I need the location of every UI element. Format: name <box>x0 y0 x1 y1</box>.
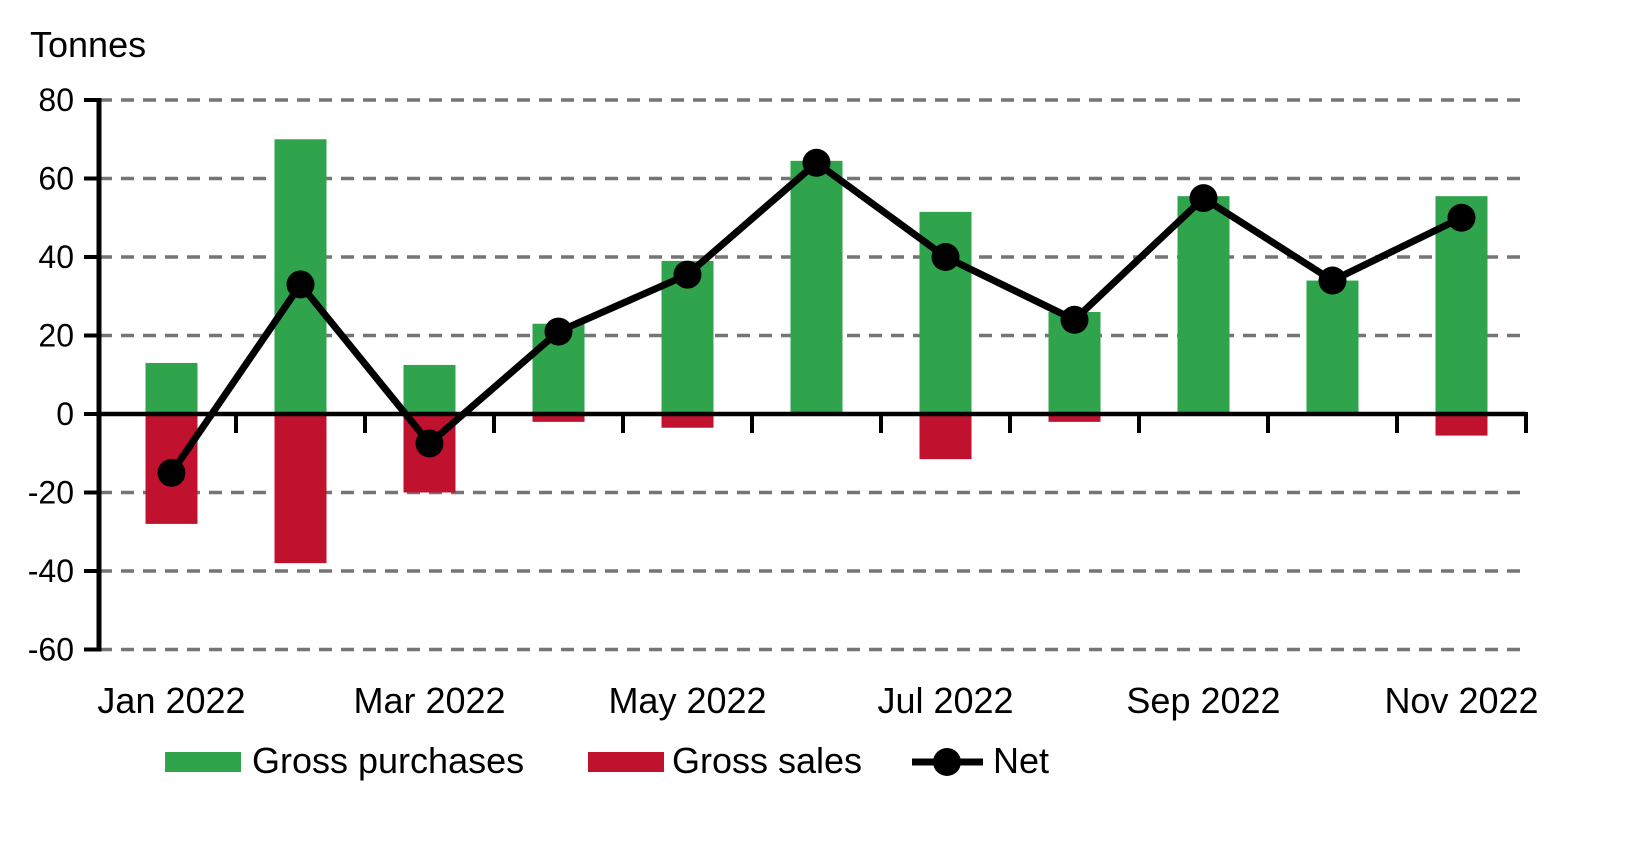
legend-item-gross-sales: Gross sales <box>588 740 862 781</box>
x-tick-label-Sep-2022: Sep 2022 <box>1126 680 1280 721</box>
bar-gross-purchases-Jun-2022 <box>790 160 843 414</box>
x-tick-label-May-2022: May 2022 <box>608 680 766 721</box>
net-point-Feb-2022 <box>286 270 315 299</box>
bar-gross-sales-Jul-2022 <box>919 414 972 460</box>
y-tick-label-20: 20 <box>38 318 74 354</box>
legend-label-net: Net <box>993 740 1049 781</box>
legend-label-gross-purchases: Gross purchases <box>252 740 524 781</box>
y-tick-label--20: -20 <box>28 475 74 511</box>
x-axis-labels: Jan 2022 Mar 2022 May 2022 Jul 2022 Sep 2022… <box>97 680 1538 721</box>
y-axis-labels: 80 60 40 20 0 -20 -40 -60 <box>28 82 74 668</box>
gross-purchases-bars <box>145 139 1488 414</box>
legend-marker-net <box>933 748 961 776</box>
x-tick-label-Jan-2022: Jan 2022 <box>97 680 245 721</box>
gross-sales-bars <box>145 414 1488 564</box>
bar-gross-purchases-Sep-2022 <box>1177 196 1230 414</box>
y-axis-unit-label: Tonnes <box>30 24 147 65</box>
bar-gross-purchases-Nov-2022 <box>1435 196 1488 414</box>
legend: Gross purchases Gross sales Net <box>165 740 1049 781</box>
axes <box>84 98 1528 652</box>
x-tick-label-Nov-2022: Nov 2022 <box>1384 680 1538 721</box>
y-tick-label--40: -40 <box>28 553 74 589</box>
net-point-Aug-2022 <box>1060 305 1089 334</box>
y-tick-label--60: -60 <box>28 632 74 668</box>
net-point-Jun-2022 <box>802 148 831 177</box>
bar-gross-sales-Apr-2022 <box>532 414 585 422</box>
bar-gross-purchases-Mar-2022 <box>403 364 456 414</box>
net-point-Nov-2022 <box>1447 203 1476 232</box>
net-point-Apr-2022 <box>544 317 573 346</box>
bar-gross-purchases-Oct-2022 <box>1306 280 1359 414</box>
net-point-Jul-2022 <box>931 243 960 271</box>
bar-gross-sales-May-2022 <box>661 414 714 428</box>
legend-swatch-gross-purchases <box>165 752 241 772</box>
y-tick-label-80: 80 <box>38 82 74 118</box>
y-tick-label-0: 0 <box>56 396 74 432</box>
x-tick-label-Jul-2022: Jul 2022 <box>877 680 1013 721</box>
legend-item-net: Net <box>912 740 1049 781</box>
y-tick-label-60: 60 <box>38 161 74 197</box>
bar-gross-sales-Feb-2022 <box>274 414 327 564</box>
net-point-Oct-2022 <box>1318 266 1347 295</box>
net-point-Jan-2022 <box>157 458 186 487</box>
net-point-Sep-2022 <box>1189 184 1218 213</box>
legend-item-gross-purchases: Gross purchases <box>165 740 524 781</box>
bar-gross-sales-Aug-2022 <box>1048 414 1101 422</box>
bar-gross-sales-Nov-2022 <box>1435 414 1488 436</box>
net-point-Mar-2022 <box>415 429 444 458</box>
net-point-May-2022 <box>673 260 702 289</box>
bar-gross-purchases-Jan-2022 <box>145 362 198 414</box>
net-series <box>157 148 1476 487</box>
legend-label-gross-sales: Gross sales <box>672 740 862 781</box>
legend-swatch-gross-sales <box>588 752 664 772</box>
x-tick-label-Mar-2022: Mar 2022 <box>353 680 505 721</box>
y-tick-label-40: 40 <box>38 239 74 275</box>
